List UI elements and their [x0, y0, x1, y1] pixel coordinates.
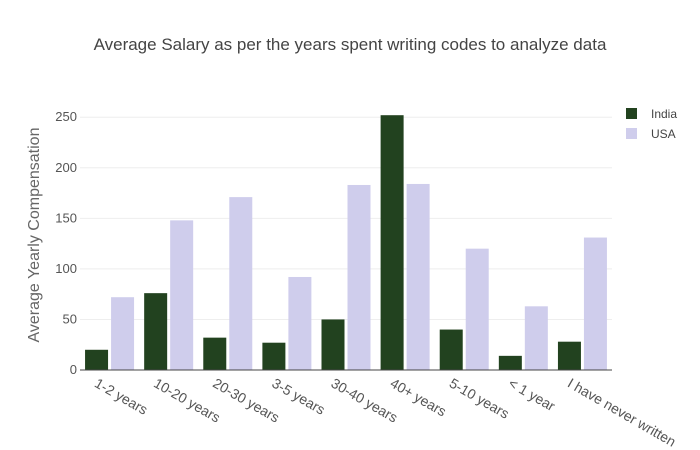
- bar-usa-3[interactable]: [288, 276, 312, 370]
- bar-india-3[interactable]: [262, 342, 286, 370]
- bar-india-7[interactable]: [498, 355, 522, 370]
- bar-india-6[interactable]: [439, 329, 463, 370]
- y-tick-label: 150: [55, 210, 77, 225]
- legend-swatch-usa[interactable]: [626, 128, 637, 139]
- y-tick-label: 0: [70, 362, 77, 377]
- x-tick-label: < 1 year: [506, 375, 558, 415]
- y-axis-label: Average Yearly Compensation: [26, 128, 43, 343]
- x-tick-label: I have never written: [565, 375, 679, 450]
- x-tick-label: 10-20 years: [151, 375, 223, 426]
- bar-india-0[interactable]: [85, 349, 109, 370]
- legend-label-india[interactable]: India: [651, 107, 677, 121]
- bar-usa-6[interactable]: [465, 248, 489, 370]
- bar-usa-0[interactable]: [111, 297, 135, 370]
- y-tick-label: 200: [55, 160, 77, 175]
- legend[interactable]: India USA: [626, 107, 677, 141]
- legend-label-usa[interactable]: USA: [651, 127, 676, 141]
- bar-usa-8[interactable]: [583, 237, 607, 370]
- gridlines: [80, 116, 612, 320]
- bars: [85, 115, 607, 370]
- bar-usa-1[interactable]: [170, 220, 194, 370]
- bar-usa-5[interactable]: [406, 183, 430, 370]
- bar-india-2[interactable]: [203, 337, 227, 370]
- y-tick-label: 100: [55, 261, 77, 276]
- x-tick-label: 20-30 years: [210, 375, 282, 426]
- y-tick-label: 250: [55, 109, 77, 124]
- bar-usa-4[interactable]: [347, 184, 371, 370]
- x-tick-label: 30-40 years: [329, 375, 401, 426]
- bar-usa-2[interactable]: [229, 197, 253, 370]
- bar-india-8[interactable]: [557, 341, 581, 370]
- chart-title: Average Salary as per the years spent wr…: [94, 35, 607, 54]
- legend-swatch-india[interactable]: [626, 108, 637, 119]
- bar-india-1[interactable]: [144, 293, 168, 370]
- y-axis-ticks: 0 50 100 150 200 250: [55, 109, 77, 377]
- y-tick-label: 50: [63, 311, 77, 326]
- x-tick-label: 1-2 years: [92, 375, 151, 418]
- bar-india-4[interactable]: [321, 319, 345, 370]
- x-tick-label: 5-10 years: [447, 375, 512, 422]
- bar-usa-7[interactable]: [524, 306, 548, 370]
- bar-india-5[interactable]: [380, 115, 404, 370]
